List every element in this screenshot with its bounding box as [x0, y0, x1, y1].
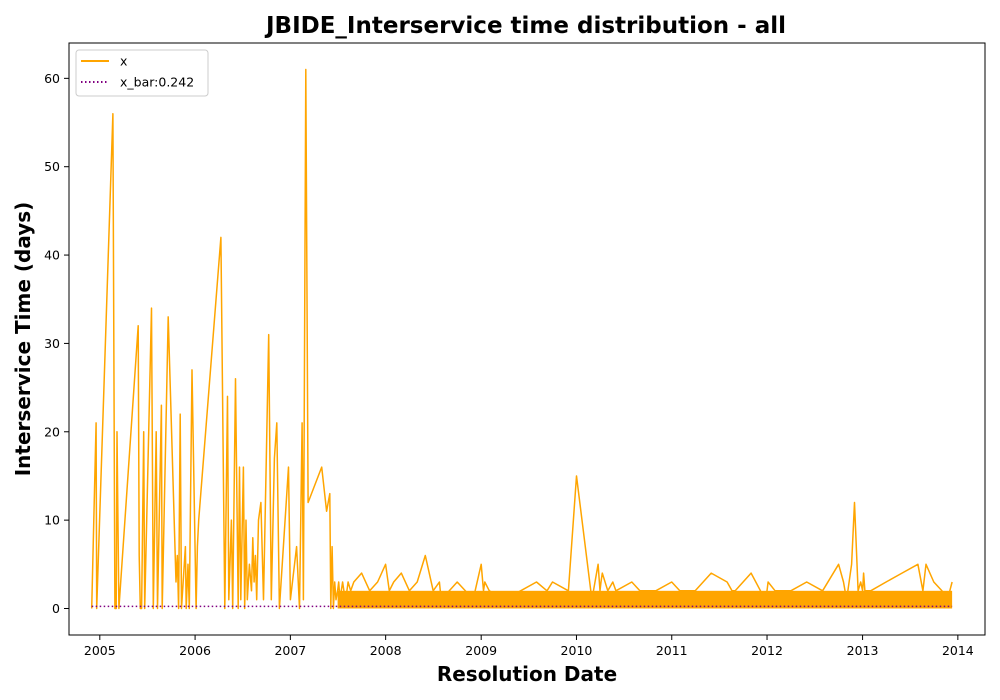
x-tick-label: 2014 — [942, 643, 974, 658]
y-tick-label: 20 — [44, 424, 60, 439]
y-tick-label: 30 — [44, 336, 60, 351]
x-tick-label: 2008 — [370, 643, 402, 658]
y-tick-label: 40 — [44, 248, 60, 263]
x-axis-label: Resolution Date — [437, 662, 617, 686]
x-tick-label: 2010 — [561, 643, 593, 658]
legend: x x_bar:0.242 — [76, 50, 208, 96]
legend-label-xbar: x_bar:0.242 — [120, 75, 194, 90]
plot-frame — [69, 43, 985, 635]
legend-label-x: x — [120, 54, 127, 69]
chart-title: JBIDE_Interservice time distribution - a… — [264, 13, 786, 39]
x-tick-label: 2005 — [84, 643, 116, 658]
y-tick-label: 10 — [44, 513, 60, 528]
y-tick-label: 60 — [44, 71, 60, 86]
x-tick-label: 2011 — [656, 643, 688, 658]
x-tick-label: 2006 — [179, 643, 211, 658]
x-tick-label: 2013 — [847, 643, 879, 658]
x-tick-label: 2012 — [751, 643, 783, 658]
y-tick-label: 0 — [52, 601, 60, 616]
x-tick-label: 2009 — [465, 643, 497, 658]
y-tick-label: 50 — [44, 159, 60, 174]
plot-area — [69, 43, 985, 635]
y-axis-label: Interservice Time (days) — [11, 202, 35, 477]
x-tick-label: 2007 — [274, 643, 306, 658]
